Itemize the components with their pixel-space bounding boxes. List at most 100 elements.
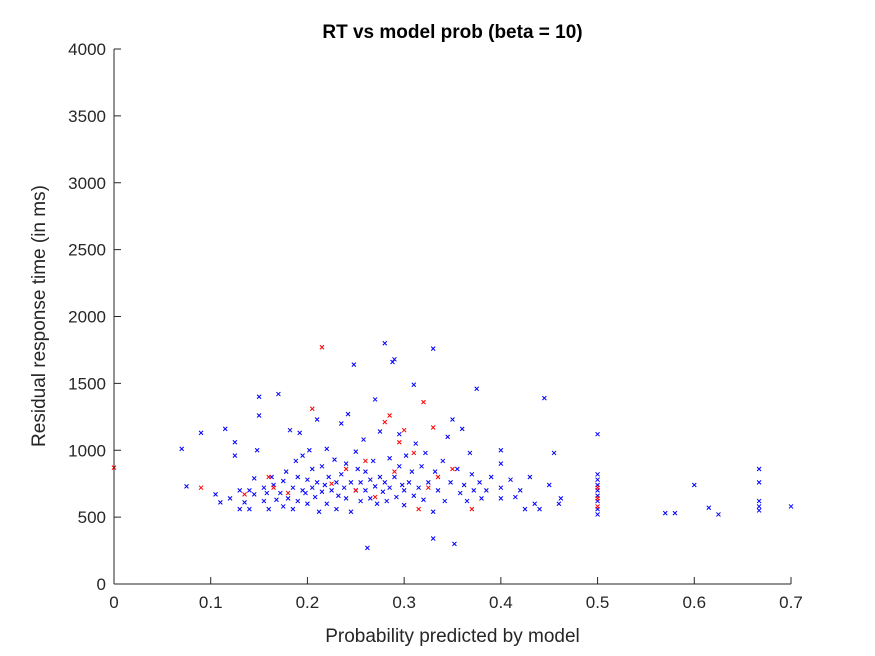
data-point [324,446,330,452]
data-point [430,425,436,430]
data-point [277,490,283,496]
y-tick-label: 500 [78,508,106,527]
data-point [401,488,407,493]
data-point [348,479,354,485]
data-point [261,498,267,504]
data-point [396,439,402,445]
data-point [406,479,412,485]
data-point [232,439,238,445]
data-point [198,485,204,491]
data-point [392,356,397,362]
x-tick-label: 0.4 [489,593,513,612]
data-point [411,450,417,456]
data-point [324,501,330,507]
data-point [471,488,477,493]
data-point [396,431,402,437]
data-point [303,490,308,496]
data-point [440,458,446,464]
data-point [450,417,455,422]
data-point [527,474,533,480]
data-point [348,509,354,515]
data-point [336,493,341,499]
data-point [316,509,322,515]
data-point [416,485,422,491]
data-point [319,463,325,469]
x-tick-label: 0.7 [779,593,803,612]
x-tick-label: 0.2 [296,593,320,612]
data-point [464,498,470,504]
y-tick-label: 2500 [68,241,106,260]
y-tick-label: 3500 [68,107,106,126]
data-point [358,479,363,485]
data-point [756,466,762,472]
data-point [285,490,291,496]
data-point [314,417,320,422]
data-point [334,479,339,485]
data-point [218,500,223,505]
data-point [309,485,315,491]
data-point [251,475,257,481]
data-point [498,485,504,491]
data-point [227,496,233,501]
y-tick-label: 0 [97,575,106,594]
data-point [706,505,712,511]
data-point [532,501,538,507]
data-point [179,446,185,452]
data-point [377,474,383,480]
data-point [305,477,310,483]
data-point [461,482,467,488]
data-point [756,508,762,513]
plot-area [114,49,791,584]
x-axis-label: Probability predicted by model [325,626,580,647]
data-point [595,431,600,437]
data-point [513,494,518,500]
data-point [537,506,542,512]
chart-title: RT vs model prob (beta = 10) [322,22,582,43]
data-point [242,492,247,497]
data-point [469,471,475,477]
data-point [542,395,547,401]
data-point [595,485,600,491]
data-point [338,471,344,477]
data-point [307,447,312,453]
data-point [300,453,305,458]
data-point [353,488,359,493]
data-point [483,488,489,493]
data-point [425,479,431,485]
data-point [430,346,436,351]
data-point [396,463,402,469]
data-point [285,496,291,501]
data-point [198,430,204,436]
data-point [283,469,289,475]
data-point [247,488,252,493]
data-point [353,449,359,454]
data-point [399,482,405,488]
y-axis-ticks: 0 500 1000 1500 2000 2500 3000 3500 4000 [68,40,121,594]
data-point [430,536,436,541]
data-point [319,489,325,495]
data-point [756,504,762,509]
data-point [392,474,397,480]
data-point [363,458,368,464]
y-axis-label: Residual response time (in ms) [29,185,50,447]
data-point [370,458,376,464]
data-point [290,506,296,512]
data-point [416,506,422,512]
data-point [488,474,494,480]
y-tick-label: 3000 [68,174,106,193]
data-points [111,340,794,551]
data-point [445,434,451,440]
data-point [390,359,395,365]
data-point [403,453,409,458]
data-point [329,488,334,493]
data-point [374,501,380,507]
data-point [213,492,218,497]
data-point [338,421,344,426]
x-tick-label: 0.5 [586,593,610,612]
data-point [551,450,557,456]
data-point [237,506,243,512]
data-point [756,498,762,504]
data-point [341,485,347,491]
data-point [232,453,238,458]
